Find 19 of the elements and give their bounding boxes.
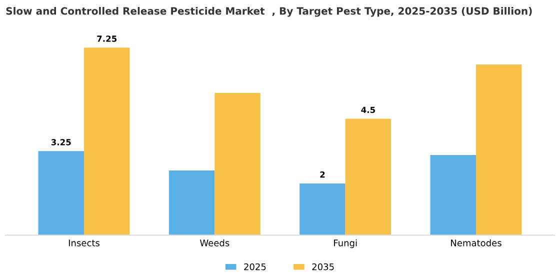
legend-label: 2035 xyxy=(312,263,334,270)
x-tick-label: Weeds xyxy=(200,239,230,246)
data-label: 2 xyxy=(320,171,325,178)
data-label: 3.25 xyxy=(51,139,71,146)
bar xyxy=(84,48,130,236)
x-tick-label: Fungi xyxy=(334,239,357,248)
x-tick-label: Nematodes xyxy=(451,239,502,246)
bar xyxy=(345,118,392,236)
bar xyxy=(300,183,346,236)
data-label: 7.25 xyxy=(97,36,117,42)
bar xyxy=(38,151,84,236)
bar xyxy=(214,92,260,236)
bar xyxy=(168,170,215,236)
x-tick-label: Insects xyxy=(68,240,100,246)
bar xyxy=(430,155,476,236)
legend-label: 2025 xyxy=(244,263,266,270)
bar xyxy=(476,64,522,236)
data-label: 4.5 xyxy=(361,106,375,114)
chart-title: Slow and Controlled Release Pesticide Market , By Target Pest Type, 2025-2035 (USD Billion) xyxy=(6,7,532,17)
